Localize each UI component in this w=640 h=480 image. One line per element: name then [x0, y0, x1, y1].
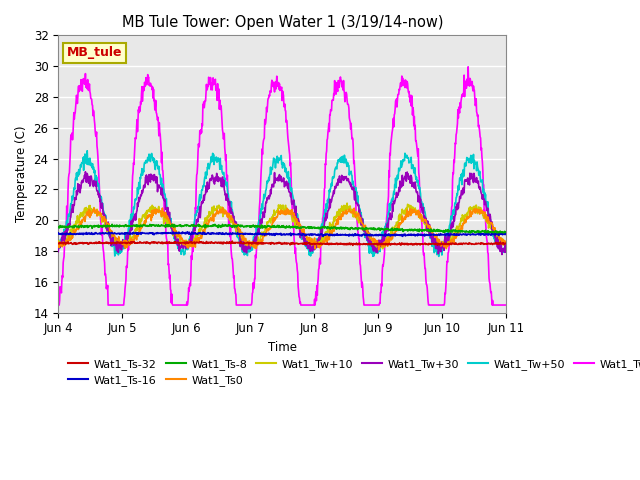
Wat1_Tw+50	[258, 203, 266, 209]
Wat1_Ts-32	[92, 240, 99, 246]
Wat1_Ts-16	[92, 231, 99, 237]
Wat1_Ts0	[502, 241, 510, 247]
Wat1_Ts-16	[502, 232, 510, 238]
Line: Wat1_Tw100: Wat1_Tw100	[58, 67, 506, 305]
Wat1_Tw+50	[292, 211, 300, 217]
Text: MB_tule: MB_tule	[67, 47, 123, 60]
Wat1_Ts-32	[258, 240, 266, 245]
Wat1_Ts-32	[292, 240, 300, 246]
Wat1_Ts0	[54, 240, 62, 245]
Wat1_Tw+10	[54, 243, 62, 249]
Wat1_Ts0	[219, 205, 227, 211]
Wat1_Tw+50	[92, 176, 99, 181]
Wat1_Tw+10	[502, 239, 510, 245]
Wat1_Ts-16	[54, 230, 62, 236]
Wat1_Tw+10	[343, 200, 351, 206]
Wat1_Tw+50	[210, 162, 218, 168]
Wat1_Ts0	[210, 218, 218, 224]
Wat1_Ts-8	[258, 222, 266, 228]
Wat1_Ts-16	[494, 231, 502, 237]
Line: Wat1_Ts-32: Wat1_Ts-32	[58, 241, 506, 245]
Wat1_Tw+30	[498, 252, 506, 257]
Wat1_Tw100	[54, 302, 62, 308]
Wat1_Ts-16	[210, 231, 218, 237]
Wat1_Ts-8	[493, 230, 501, 236]
Title: MB Tule Tower: Open Water 1 (3/19/14-now): MB Tule Tower: Open Water 1 (3/19/14-now…	[122, 15, 443, 30]
Wat1_Ts-8	[492, 228, 500, 234]
Y-axis label: Temperature (C): Temperature (C)	[15, 126, 28, 222]
Wat1_Ts-32	[349, 242, 356, 248]
Wat1_Tw+10	[292, 216, 300, 222]
Wat1_Ts-8	[502, 229, 510, 235]
Wat1_Tw100	[493, 302, 501, 308]
Wat1_Tw+30	[92, 183, 99, 189]
Wat1_Ts0	[375, 247, 383, 252]
Wat1_Tw+10	[374, 248, 381, 254]
Wat1_Ts0	[292, 218, 300, 224]
Wat1_Tw+30	[292, 204, 300, 209]
Wat1_Ts-8	[500, 230, 508, 236]
Wat1_Ts-8	[92, 223, 99, 229]
Wat1_Ts0	[494, 230, 502, 236]
Wat1_Ts-32	[502, 240, 510, 246]
Wat1_Ts-16	[492, 231, 500, 237]
Wat1_Ts0	[492, 229, 500, 235]
Line: Wat1_Ts0: Wat1_Ts0	[58, 208, 506, 250]
Wat1_Tw100	[502, 302, 510, 308]
Wat1_Tw+10	[210, 208, 218, 214]
Line: Wat1_Tw+30: Wat1_Tw+30	[58, 172, 506, 254]
Wat1_Tw+30	[492, 240, 500, 246]
Wat1_Ts-8	[210, 222, 218, 228]
Wat1_Tw+30	[54, 249, 62, 254]
Wat1_Tw+50	[494, 244, 502, 250]
Wat1_Tw+50	[83, 148, 91, 154]
Wat1_Ts-16	[258, 231, 266, 237]
Wat1_Tw+10	[492, 237, 500, 243]
Wat1_Ts-16	[319, 234, 327, 240]
Wat1_Ts-32	[494, 241, 502, 247]
Wat1_Ts-16	[184, 229, 191, 235]
Wat1_Tw100	[292, 245, 300, 251]
Wat1_Ts-32	[228, 238, 236, 244]
Wat1_Ts-32	[210, 240, 218, 246]
X-axis label: Time: Time	[268, 341, 297, 354]
Wat1_Ts0	[92, 209, 99, 215]
Wat1_Tw100	[492, 302, 500, 308]
Wat1_Tw+10	[92, 209, 99, 215]
Line: Wat1_Tw+10: Wat1_Tw+10	[58, 203, 506, 251]
Wat1_Tw100	[210, 82, 218, 87]
Wat1_Ts-8	[54, 224, 62, 230]
Wat1_Tw+30	[210, 178, 218, 183]
Wat1_Tw+50	[435, 253, 443, 259]
Wat1_Ts-8	[292, 225, 300, 231]
Line: Wat1_Ts-16: Wat1_Ts-16	[58, 232, 506, 237]
Wat1_Ts-16	[292, 231, 300, 237]
Wat1_Tw100	[92, 129, 99, 134]
Line: Wat1_Ts-8: Wat1_Ts-8	[58, 224, 506, 233]
Wat1_Tw+30	[493, 244, 501, 250]
Wat1_Tw100	[464, 64, 472, 70]
Legend: Wat1_Ts-32, Wat1_Ts-16, Wat1_Ts-8, Wat1_Ts0, Wat1_Tw+10, Wat1_Tw+30, Wat1_Tw+50,: Wat1_Ts-32, Wat1_Ts-16, Wat1_Ts-8, Wat1_…	[64, 354, 640, 391]
Wat1_Ts-32	[54, 240, 62, 246]
Wat1_Tw+30	[502, 241, 510, 247]
Wat1_Tw+30	[258, 220, 266, 226]
Wat1_Ts0	[258, 237, 266, 242]
Wat1_Tw+10	[494, 230, 502, 236]
Wat1_Tw+30	[81, 169, 89, 175]
Wat1_Tw+10	[257, 231, 265, 237]
Wat1_Ts-32	[492, 241, 500, 247]
Wat1_Tw100	[257, 167, 265, 173]
Line: Wat1_Tw+50: Wat1_Tw+50	[58, 151, 506, 256]
Wat1_Tw+50	[502, 246, 510, 252]
Wat1_Tw+50	[492, 237, 500, 243]
Wat1_Tw+50	[54, 245, 62, 251]
Wat1_Ts-8	[108, 221, 116, 227]
